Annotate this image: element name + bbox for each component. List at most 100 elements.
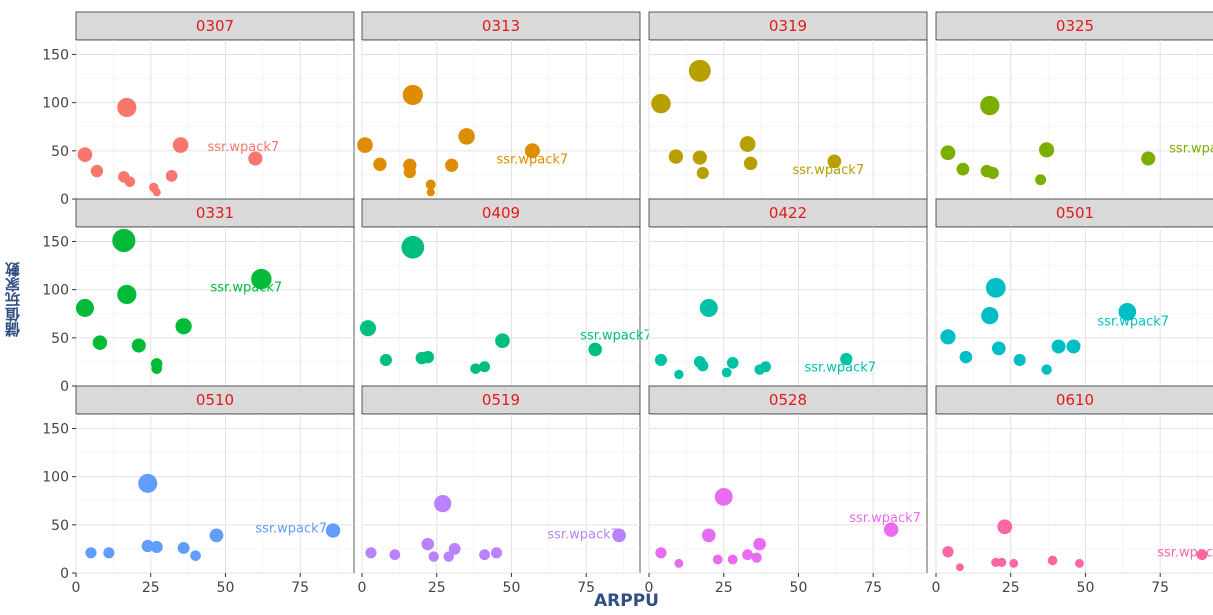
- point-label: ssr.wpack7: [580, 329, 652, 344]
- point-label: ssr.wpack7: [211, 281, 283, 296]
- y-tick-label: 150: [42, 47, 69, 63]
- x-tick-label: 25: [715, 580, 733, 596]
- data-point: [991, 341, 1006, 356]
- facet-strip-label: 0331: [196, 204, 234, 222]
- data-point: [588, 342, 602, 357]
- data-point: [940, 145, 956, 161]
- data-point: [152, 188, 161, 197]
- data-point: [1066, 339, 1081, 354]
- facet-strip: [361, 385, 641, 415]
- data-point: [85, 547, 97, 559]
- data-point: [445, 158, 459, 172]
- data-point: [985, 277, 1006, 298]
- data-point: [402, 84, 423, 106]
- point-label: ssr.wpack7: [804, 361, 876, 376]
- facet-strip: [648, 198, 928, 228]
- point-label: ssr.wpack7: [497, 152, 569, 167]
- data-point: [727, 554, 738, 565]
- facet-strip-label: 0610: [1056, 391, 1094, 409]
- facet-strip: [935, 385, 1213, 415]
- data-point: [674, 369, 684, 380]
- data-point: [495, 333, 510, 349]
- data-point: [688, 59, 711, 82]
- data-point: [165, 170, 178, 182]
- data-point: [92, 335, 108, 350]
- data-point: [379, 353, 392, 367]
- x-tick-label: 50: [790, 580, 808, 596]
- data-point: [668, 149, 684, 164]
- facet-panel-0313: 0313 ssr.wpack7: [357, 11, 641, 200]
- facet-strip: [75, 198, 355, 228]
- facet-panel-0510: 0510 ssr.wpack7 0 50 100 150 0 25 50 75: [42, 385, 355, 596]
- facet-strip: [361, 198, 641, 228]
- facet-panel-0422: 0422 ssr.wpack7: [648, 198, 928, 387]
- data-point: [443, 551, 454, 562]
- x-tick-label: 75: [864, 580, 882, 596]
- data-point: [739, 136, 756, 152]
- point-label: ssr.wpack7: [208, 140, 280, 155]
- data-point: [124, 176, 136, 187]
- data-point: [172, 137, 189, 153]
- facet-panel-0325: 0325 ssr.wpack7: [935, 11, 1213, 200]
- facet-panel-0307: 0307 ssr.wpack7 0 50 100 150: [42, 11, 355, 208]
- point-label: ssr.wpack7: [547, 527, 619, 542]
- point-label: ssr.wpack7: [1097, 314, 1169, 329]
- data-point: [997, 557, 1007, 567]
- data-point: [448, 543, 461, 555]
- facet-strip-label: 0501: [1056, 204, 1094, 222]
- data-point: [959, 350, 973, 364]
- y-tick-label: 100: [42, 96, 69, 112]
- data-point: [940, 329, 956, 345]
- data-point: [743, 156, 758, 171]
- point-label: ssr.wpack7: [792, 163, 864, 178]
- x-tick-label: 50: [217, 580, 235, 596]
- y-tick-label: 0: [60, 379, 69, 395]
- data-point: [373, 157, 387, 171]
- panel-background: [361, 413, 641, 574]
- data-point: [1009, 558, 1019, 568]
- data-point: [112, 228, 136, 253]
- data-point: [428, 551, 439, 562]
- data-point: [1075, 558, 1084, 568]
- facet-strip-label: 0409: [482, 204, 520, 222]
- data-point: [956, 162, 970, 176]
- y-tick-label: 150: [42, 421, 69, 437]
- data-point: [389, 549, 401, 561]
- data-point: [103, 547, 115, 559]
- data-point: [248, 151, 263, 166]
- facet-panel-0519: 0519 ssr.wpack7 0 25 50 75: [358, 385, 641, 596]
- facet-strip: [361, 11, 641, 41]
- data-point: [655, 547, 667, 559]
- facet-strip-label: 0510: [196, 391, 234, 409]
- data-point: [760, 361, 772, 373]
- panel-background: [75, 413, 355, 574]
- data-point: [1041, 364, 1052, 375]
- data-point: [403, 165, 416, 179]
- point-label: ssr.wpack7: [1169, 142, 1213, 157]
- data-point: [434, 494, 452, 513]
- panel-background: [75, 226, 355, 387]
- data-point: [612, 528, 626, 543]
- data-point: [1035, 174, 1047, 186]
- data-point: [77, 147, 93, 162]
- data-point: [674, 558, 684, 568]
- data-point: [827, 154, 842, 169]
- data-point: [981, 306, 999, 325]
- data-point: [359, 320, 377, 337]
- facet-panel-0331: 0331 ssr.wpack7 0 50 100 150: [42, 198, 355, 395]
- facet-strip: [648, 11, 928, 41]
- facet-strip: [648, 385, 928, 415]
- facet-strip: [75, 11, 355, 41]
- x-tick-label: 0: [645, 580, 654, 596]
- data-point: [956, 563, 964, 572]
- data-point: [699, 298, 718, 317]
- data-point: [490, 547, 503, 559]
- data-point: [751, 552, 762, 563]
- x-tick-label: 0: [358, 580, 367, 596]
- data-point: [883, 522, 899, 537]
- data-point: [1141, 151, 1156, 166]
- data-point: [479, 361, 491, 373]
- data-point: [692, 150, 707, 165]
- y-tick-label: 150: [42, 234, 69, 250]
- y-tick-label: 50: [51, 518, 69, 534]
